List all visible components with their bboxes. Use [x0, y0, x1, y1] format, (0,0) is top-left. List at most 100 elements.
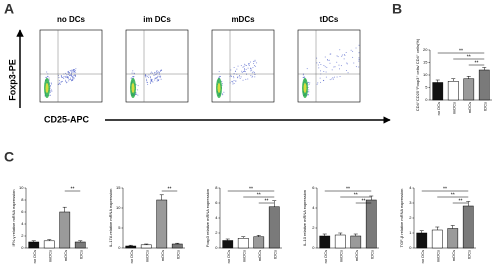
- flow-dot: [252, 67, 254, 69]
- flow-dot: [350, 49, 352, 51]
- flow-dot: [50, 82, 52, 84]
- flow-dot: [49, 85, 51, 87]
- flow-title: im DCs: [143, 15, 171, 24]
- y-tick-label: 6: [215, 200, 218, 205]
- flow-core: [217, 83, 221, 93]
- flow-dot: [233, 80, 235, 82]
- flow-dot: [65, 82, 67, 84]
- x-tick-label: tDCs: [272, 250, 277, 259]
- flow-y-label: Foxp3-PE: [7, 59, 17, 101]
- flow-dot: [154, 79, 156, 81]
- y-tick-label: 10: [116, 205, 121, 210]
- flow-dot: [251, 69, 253, 71]
- flow-dot: [156, 77, 158, 79]
- y-tick-label: 2: [215, 230, 218, 235]
- x-tick-label: tDCs: [369, 250, 374, 259]
- flow-dot: [146, 75, 148, 77]
- y-tick-label: 4: [312, 205, 315, 210]
- flow-dot: [160, 75, 162, 77]
- flow-dot: [254, 59, 256, 61]
- flow-dot: [320, 64, 322, 66]
- flow-dot: [338, 64, 340, 66]
- flow-dot: [222, 83, 224, 85]
- y-axis-label: Foxp3 relative mRNA expression: [205, 189, 210, 247]
- flow-dot: [64, 75, 66, 77]
- x-tick-label: mDCs: [451, 250, 456, 261]
- significance-label: **: [265, 198, 269, 204]
- flow-dot: [352, 56, 354, 58]
- flow-dot: [71, 71, 73, 73]
- flow-dot: [157, 79, 159, 81]
- flow-dot: [65, 72, 67, 74]
- flow-dot: [254, 65, 256, 67]
- y-axis-label: TGF-β relative mRNA expression: [399, 189, 404, 248]
- flow-dot: [144, 74, 146, 76]
- flow-dot: [73, 70, 75, 72]
- flow-dot: [159, 70, 161, 72]
- flow-dot: [221, 80, 223, 82]
- flow-dot: [336, 76, 338, 78]
- flow-dot: [324, 56, 326, 58]
- x-tick-label: imDCs: [435, 250, 440, 262]
- flow-dot: [147, 76, 149, 78]
- flow-dot: [219, 75, 221, 77]
- flow-dot: [323, 65, 325, 67]
- flow-dot: [252, 75, 254, 77]
- flow-dot: [73, 72, 75, 74]
- x-tick-label: mDCs: [467, 102, 472, 113]
- flow-dot: [256, 62, 258, 64]
- flow-dot: [50, 94, 52, 96]
- flow-dot: [73, 78, 75, 80]
- bar: [59, 211, 71, 249]
- flow-dot: [230, 74, 232, 76]
- flow-dot: [331, 78, 333, 80]
- flow-frame: [125, 29, 189, 103]
- flow-dot: [329, 79, 331, 81]
- flow-dot: [241, 70, 243, 72]
- significance-label: **: [451, 192, 455, 198]
- flow-dot: [147, 83, 149, 85]
- flow-dot: [145, 76, 147, 78]
- flow-dot: [157, 71, 159, 73]
- flow-dot: [242, 79, 244, 81]
- x-tick-label: imDCs: [144, 250, 149, 262]
- flow-dot: [341, 54, 343, 56]
- flow-dot: [306, 68, 308, 70]
- flow-dot: [232, 83, 234, 85]
- flow-dot: [151, 78, 153, 80]
- flow-dot: [334, 66, 336, 68]
- flow-dot: [50, 89, 52, 91]
- flow-dot: [75, 71, 77, 73]
- flow-dot: [336, 55, 338, 57]
- panel-label: A: [4, 1, 14, 17]
- bar: [447, 81, 459, 101]
- flow-dot: [59, 83, 61, 85]
- flow-dot: [231, 75, 233, 77]
- bar: [334, 234, 346, 249]
- flow-dot: [253, 63, 255, 65]
- flow-dot: [149, 81, 151, 83]
- bar: [432, 82, 444, 101]
- flow-dot: [358, 57, 360, 59]
- flow-dot: [67, 76, 69, 78]
- flow-dot: [235, 80, 237, 82]
- flow-dot: [355, 47, 357, 49]
- flow-dot: [46, 75, 48, 77]
- significance-label: **: [354, 192, 358, 198]
- flow-dot: [73, 75, 75, 77]
- x-tick-label: no DCs: [32, 250, 37, 263]
- flow-dot: [45, 76, 47, 78]
- flow-core: [131, 83, 135, 93]
- flow-dot: [323, 70, 325, 72]
- flow-dot: [130, 77, 132, 79]
- flow-dot: [251, 76, 253, 78]
- flow-dot: [240, 76, 242, 78]
- significance-label: **: [71, 186, 75, 192]
- flow-dot: [325, 76, 327, 78]
- y-tick-label: 0: [118, 245, 121, 250]
- flow-dot: [137, 94, 139, 96]
- flow-dot: [221, 93, 223, 95]
- bar: [222, 240, 234, 249]
- x-tick-label: tDCs: [466, 250, 471, 259]
